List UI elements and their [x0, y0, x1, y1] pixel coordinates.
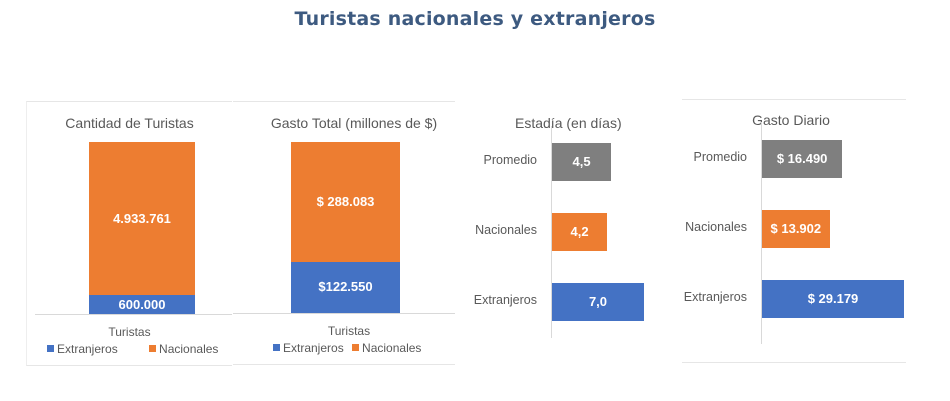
data-label-extranjeros: 600.000	[118, 296, 166, 312]
y-axis-line	[551, 126, 552, 338]
data-label-promedio: $ 16.490	[776, 151, 828, 166]
legend: Extranjeros Nacionales	[47, 342, 218, 356]
bar-nacionales: 4,2	[552, 213, 608, 251]
category-label-extranjeros: Extranjeros	[683, 290, 747, 304]
chart-gasto-total: Gasto Total (millones de $) $ 288.083 $1…	[233, 101, 465, 365]
x-axis-line	[35, 314, 232, 315]
chart-title: Gasto Total (millones de $)	[270, 115, 438, 131]
category-label-promedio: Promedio	[483, 153, 538, 167]
legend-item-extranjeros: Extranjeros	[273, 341, 344, 355]
bar-nacionales: $ 288.083	[291, 142, 400, 262]
category-label: Turistas	[327, 324, 371, 338]
data-label-extranjeros: $122.550	[318, 279, 373, 295]
chart-estadia: Estadía (en días) Promedio 4,5 Nacionales 4…	[455, 100, 650, 365]
bar-nacionales: $ 13.902	[762, 210, 830, 248]
y-axis-line	[761, 122, 762, 344]
x-axis-line	[233, 313, 457, 314]
bar-extranjeros: 7,0	[552, 283, 644, 321]
data-label-promedio: 4,5	[572, 154, 591, 169]
category-label: Turistas	[108, 325, 151, 339]
page-title: Turistas nacionales y extranjeros	[294, 8, 656, 30]
legend-text: Nacionales	[362, 341, 422, 355]
legend-item-nacionales: Nacionales	[149, 342, 218, 356]
legend-swatch-nacionales	[352, 344, 360, 351]
legend-text: Extranjeros	[283, 341, 344, 355]
legend-swatch-extranjeros	[273, 344, 280, 351]
chart-title: Cantidad de Turistas	[65, 115, 194, 131]
category-label-extranjeros: Extranjeros	[473, 293, 537, 307]
data-label-nacionales: 4,2	[570, 224, 589, 239]
category-label-promedio: Promedio	[693, 150, 748, 164]
bar-extranjeros: $ 29.179	[762, 280, 904, 318]
data-label-nacionales: 4.933.761	[113, 210, 171, 226]
chart-gasto-diario: Gasto Diario Promedio $ 16.490 Nacionales $…	[682, 99, 906, 363]
data-label-nacionales: $ 288.083	[316, 193, 375, 209]
bar-promedio: $ 16.490	[762, 140, 843, 178]
chart-cantidad-turistas: Cantidad de Turistas 4.933.761 600.000 T…	[26, 101, 232, 366]
category-label-nacionales: Nacionales	[475, 223, 537, 237]
legend-text: Extranjeros	[57, 342, 118, 356]
data-label-extranjeros: $ 29.179	[807, 291, 859, 306]
legend: Extranjeros Nacionales	[273, 341, 421, 355]
data-label-extranjeros: 7,0	[588, 294, 608, 309]
legend-swatch-nacionales	[149, 345, 157, 352]
category-label-nacionales: Nacionales	[685, 220, 747, 234]
bar-nacionales: 4.933.761	[89, 142, 195, 296]
chart-title: Estadía (en días)	[515, 115, 622, 131]
bar-promedio: 4,5	[552, 143, 612, 181]
legend-item-nacionales: Nacionales	[352, 341, 421, 355]
legend-text: Nacionales	[159, 342, 219, 356]
chart-title: Gasto Diario	[752, 112, 830, 128]
legend-swatch-extranjeros	[47, 345, 54, 352]
bar-extranjeros: $122.550	[291, 261, 400, 313]
legend-item-extranjeros: Extranjeros	[47, 342, 118, 356]
data-label-nacionales: $ 13.902	[770, 221, 822, 236]
bar-extranjeros: 600.000	[89, 295, 195, 314]
